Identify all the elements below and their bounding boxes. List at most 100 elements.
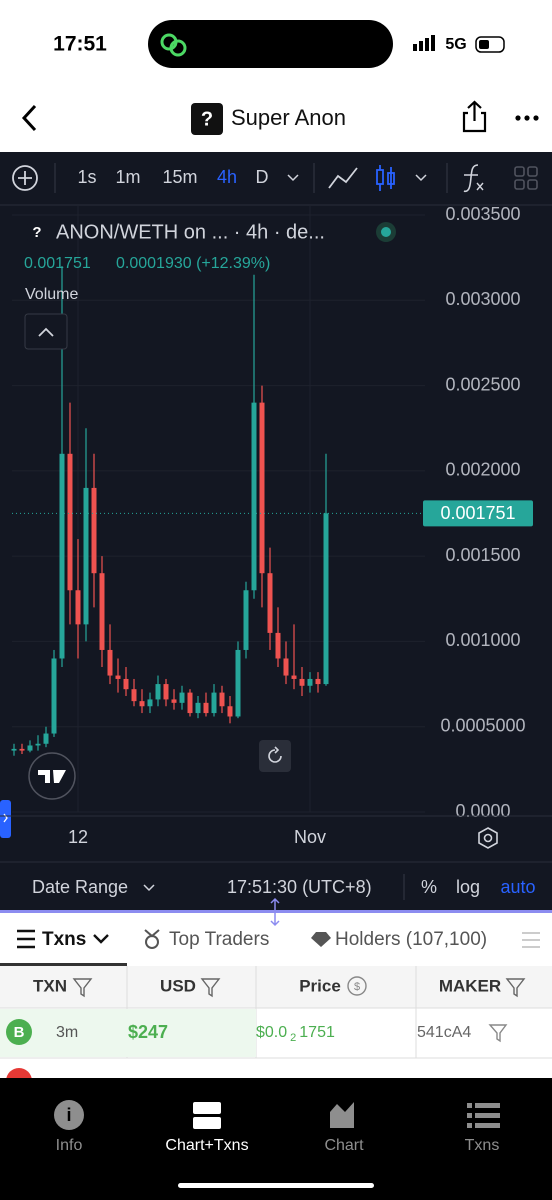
indicators-button[interactable] [463, 164, 479, 193]
filter-icon[interactable] [505, 978, 526, 998]
candle-body [235, 649, 241, 717]
info-icon-glyph: i [66, 1105, 71, 1125]
collapse-icon [38, 327, 54, 337]
tab[interactable]: Top Traders [169, 929, 269, 950]
y-tick-label: 0.003000 [445, 289, 520, 309]
filter-icon[interactable] [488, 1024, 508, 1043]
buy-badge [6, 1019, 32, 1045]
table-header [0, 966, 552, 1008]
price-zeros: 2 [290, 1032, 296, 1044]
candle-body [147, 699, 153, 707]
tab-underline [0, 963, 127, 966]
nav-item[interactable]: Info [56, 1137, 83, 1154]
candle-style[interactable] [376, 165, 395, 191]
interval[interactable]: 1m [115, 167, 140, 187]
candle-body [131, 689, 137, 702]
interval[interactable]: D [256, 167, 269, 187]
date-range[interactable]: Date Range [32, 877, 128, 897]
candle-body [91, 487, 97, 574]
y-tick-label: 0.001500 [445, 545, 520, 565]
column-header: TXN [33, 976, 67, 995]
x-tick-label: 12 [68, 827, 88, 847]
chart-txns-icon [193, 1102, 221, 1114]
nav-item-active[interactable]: Chart+Txns [165, 1137, 248, 1154]
candle-body [139, 701, 145, 707]
legend-indicator: Volume [25, 286, 78, 303]
candle-body [27, 745, 33, 751]
tab-active[interactable]: Txns [42, 929, 86, 950]
candle-body [155, 684, 161, 700]
tv-logo[interactable] [28, 752, 76, 800]
row-highlight [0, 1009, 256, 1057]
resize-icon [270, 897, 280, 927]
share-button[interactable] [462, 100, 487, 133]
candle-body [19, 748, 25, 751]
bottom-nav [0, 1078, 552, 1200]
candle-body [243, 590, 249, 650]
interval-menu[interactable] [287, 174, 299, 182]
y-tick-label: 0.001000 [445, 630, 520, 650]
status-dot [381, 227, 391, 237]
style-menu[interactable] [415, 174, 427, 182]
txns-icon [467, 1103, 500, 1128]
y-tick-label: 0.0000 [455, 801, 510, 821]
holders-icon [311, 932, 331, 947]
side-handle-icon [3, 813, 8, 823]
filter-icon[interactable] [200, 978, 221, 998]
line-tool[interactable] [328, 167, 358, 189]
candle-body [307, 678, 313, 686]
cell-age: 3m [56, 1024, 78, 1041]
candle-body [299, 678, 305, 686]
candle-body [107, 649, 113, 676]
cell-maker: 541cA4 [417, 1024, 471, 1041]
home-indicator [178, 1183, 374, 1188]
tab-overflow [522, 932, 540, 948]
info-icon [54, 1100, 84, 1130]
log-toggle[interactable]: log [456, 877, 480, 897]
legend-icon: ? [32, 224, 41, 241]
candle-body [163, 684, 169, 700]
tab[interactable]: Holders (107,100) [335, 929, 487, 950]
token-icon [191, 103, 223, 135]
candle-body [187, 692, 193, 714]
reset-button[interactable] [259, 740, 291, 772]
layout-button[interactable] [514, 166, 538, 190]
y-tick-label: 0.0005000 [440, 715, 525, 735]
status-time: 17:51 [53, 33, 107, 56]
buy-badge-text: B [14, 1024, 25, 1041]
price-digits: 1751 [299, 1024, 335, 1041]
cell-usd: $247 [128, 1022, 168, 1042]
candle-body [171, 699, 177, 703]
interval[interactable]: 15m [162, 167, 197, 187]
page-title: Super Anon [231, 105, 346, 130]
reset-icon [268, 746, 282, 763]
indicators-x [476, 182, 484, 191]
nav-item[interactable]: Txns [465, 1137, 500, 1154]
interval-active[interactable]: 4h [217, 167, 237, 187]
nav-item[interactable]: Chart [324, 1137, 364, 1154]
percent-toggle[interactable]: % [421, 877, 437, 897]
candle-body [323, 513, 329, 685]
y-tick-label: 0.002000 [445, 460, 520, 480]
y-tick-label: 0.003500 [445, 204, 520, 224]
chart: 0.0000 0.0005000 0.001000 0.001500 0.002000 0… [11, 204, 533, 847]
chart-time: 17:51:30 (UTC+8) [227, 877, 372, 897]
price-label: 0.001751 [440, 503, 515, 523]
resize-bar[interactable] [0, 910, 552, 913]
column-header: USD [160, 976, 196, 995]
candle-body [315, 678, 321, 685]
traders-icon [144, 929, 160, 949]
add-button[interactable] [12, 165, 38, 191]
settings-button[interactable] [478, 827, 498, 849]
price-label-box [423, 500, 533, 527]
currency-icon[interactable] [347, 976, 367, 996]
back-button[interactable] [21, 104, 37, 132]
candle-body [259, 402, 265, 574]
interval[interactable]: 1s [77, 167, 96, 187]
auto-toggle[interactable]: auto [500, 877, 535, 897]
collapse-button[interactable] [24, 313, 68, 350]
legend-change: 0.0001930 (+12.39%) [116, 255, 270, 272]
filter-icon[interactable] [72, 978, 93, 998]
more-button[interactable] [515, 115, 539, 121]
candle-body [115, 675, 121, 679]
